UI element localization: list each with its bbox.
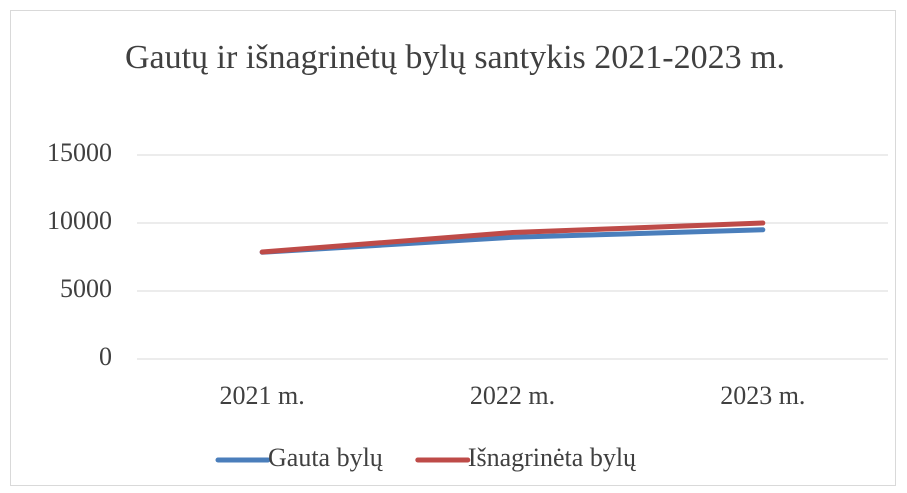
x-tick-label: 2022 m. [470,381,555,410]
y-tick-label: 10000 [47,206,112,235]
chart-frame [10,10,896,486]
y-tick-label: 15000 [47,138,112,167]
series-line [259,220,766,255]
y-tick-label: 0 [99,342,112,371]
x-tick-label: 2023 m. [720,381,805,410]
x-tick-label: 2021 m. [220,381,305,410]
legend-label: Išnagrinėta bylų [468,443,637,472]
y-tick-label: 5000 [60,274,112,303]
legend-label: Gauta bylų [268,443,384,472]
chart-title: Gautų ir išnagrinėtų bylų santykis 2021-… [124,39,786,76]
